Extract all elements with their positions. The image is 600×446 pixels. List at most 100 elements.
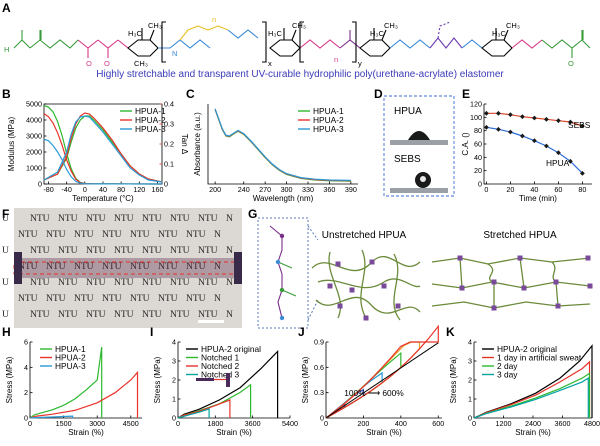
legend-entry: HPUA-3: [135, 124, 166, 134]
x-tick-label: 3600: [245, 419, 261, 428]
atom-h3c-1: H₃C: [128, 29, 142, 38]
x-tick-label: 80: [117, 185, 125, 194]
y-axis-label: Stress (MPa): [5, 356, 14, 403]
y-tick-label: 100: [470, 113, 482, 122]
crosslink-node: [457, 255, 463, 261]
ntu-text: NTU: [142, 310, 162, 320]
y-axis-label: Modulus (MPa): [7, 117, 16, 172]
x-tick-label: 5400: [282, 419, 298, 428]
x-tick-label: 400: [395, 419, 407, 428]
ntu-text: NTU: [74, 230, 94, 240]
atom-o1: O: [86, 59, 92, 68]
ntu-text: NTU: [46, 294, 66, 304]
ntu-text: N: [226, 246, 233, 256]
crosslink-node: [369, 259, 375, 265]
ntu-text: NTU: [102, 294, 122, 304]
panel-label-i: I: [150, 325, 153, 339]
x-tick-label: 0: [324, 419, 328, 428]
ntu-text: NTU: [186, 262, 206, 272]
y2-tick-label: 0.2: [164, 140, 174, 149]
ntu-text: NTU: [170, 278, 190, 288]
data-point: [484, 110, 489, 116]
ntu-text: NTU: [198, 246, 218, 256]
legend-entry: HPUA-3: [313, 124, 344, 134]
y-tick-label: 2000: [26, 148, 42, 157]
panel-label-c: C: [186, 87, 195, 101]
y-axis-label: C.A. (): [461, 132, 470, 155]
tan-delta-line: [43, 112, 163, 183]
legend-entry: Notched 1: [201, 353, 240, 363]
chart-k: 0 1200 2400 3600 4800 0 1 2 3 4 Strain (%) Stress (…: [449, 338, 600, 438]
subscript-n2: n: [334, 55, 338, 64]
stress-strain-line: [177, 399, 231, 419]
y-tick-label: 20: [474, 166, 482, 175]
structure-atoms: H O O H₃C CH₃ CH₃ N H₃C CH₃ H₃C CH₃ H₃C …: [4, 15, 574, 68]
ntu-text: N: [226, 214, 233, 224]
ntu-text: NTU: [18, 262, 38, 272]
substrate-sebs: [390, 188, 448, 193]
data-point: [556, 118, 561, 124]
x-tick-label: 360: [323, 185, 335, 194]
x-tick-label: 120: [133, 185, 145, 194]
legend-entry: HPUA-1: [135, 106, 166, 116]
axis-frame: [483, 104, 592, 185]
ntu-text: NTU: [30, 246, 50, 256]
notched-sample-icon: [196, 378, 214, 381]
y-tick-label: 3000: [26, 132, 42, 141]
ntu-text: NTU: [170, 310, 190, 320]
final-loading-curve: [325, 342, 439, 419]
atom-n1: N: [172, 49, 177, 58]
y-tick-label: 1: [172, 395, 176, 404]
ntu-text: NTU: [74, 262, 94, 272]
crosslink-node: [491, 305, 497, 311]
atom-o3: O: [568, 59, 574, 68]
crosslink-node: [335, 261, 341, 267]
droplet-hpua: [408, 131, 430, 140]
x-axis-label: Strain (%): [68, 428, 104, 437]
legend-entry: HPUA-2: [135, 115, 166, 125]
stress-strain-line: [473, 377, 589, 419]
crosslink-node: [585, 255, 591, 261]
panel-label-g: G: [248, 207, 257, 221]
ntu-text: U: [2, 214, 9, 224]
panel-label-f: F: [2, 207, 9, 221]
contact-angle-images: HPUA SEBS: [383, 95, 455, 197]
polymer-chain: [459, 257, 559, 308]
ntu-text: NTU: [142, 278, 162, 288]
legend-entry: HPUA-2: [55, 353, 86, 363]
x-axis-label: Strain (%): [366, 428, 402, 437]
x-tick-label: 4500: [123, 419, 139, 428]
panel-label-k: K: [446, 325, 455, 339]
y-tick-label: 4: [172, 338, 176, 347]
ntu-text: N: [214, 294, 221, 304]
panel-label-j: J: [298, 325, 305, 339]
stress-strain-line: [473, 360, 591, 419]
x-axis-label: Time (min): [519, 194, 557, 203]
ntu-text: NTU: [86, 246, 106, 256]
chart-c: 200 240 270 300 330 360 390 Wavelength (nm) Abso…: [193, 104, 358, 203]
ntu-text: NTU: [170, 214, 190, 224]
legend-entry: HPUA-2 original: [201, 344, 261, 354]
data-point: [556, 150, 561, 156]
chart-e: 0 20 40 60 80 0 20 40 60 80 100 120 Time (min) C.A. (…: [461, 100, 592, 203]
x-tick-label: 2400: [525, 419, 541, 428]
legend-entry: 2 day: [497, 361, 518, 371]
atom-h3c-3: H₃C: [370, 29, 384, 38]
data-point: [580, 170, 585, 176]
y-tick-label: 60: [474, 140, 482, 149]
atom-ch3-3: CH₃: [292, 21, 306, 30]
x-tick-label: 80: [578, 185, 586, 194]
legend-entry: HPUA-1: [313, 106, 344, 116]
label-stretched: Stretched HPUA: [483, 230, 557, 241]
y-tick-label: 3: [468, 357, 472, 366]
y-tick-label: 40: [474, 153, 482, 162]
network-schematic: Unstretched HPUA Stretched HPUA: [257, 217, 593, 329]
x-tick-label: 390: [345, 185, 357, 194]
y-tick-label: 5000: [26, 100, 42, 109]
y2-axis-label: Tan Δ: [180, 134, 189, 155]
stress-strain-line: [29, 415, 74, 419]
data-point: [544, 143, 549, 149]
y-tick-label: 2: [468, 376, 472, 385]
ntu-text: NTU: [186, 230, 206, 240]
tan-delta-line: [43, 115, 163, 183]
